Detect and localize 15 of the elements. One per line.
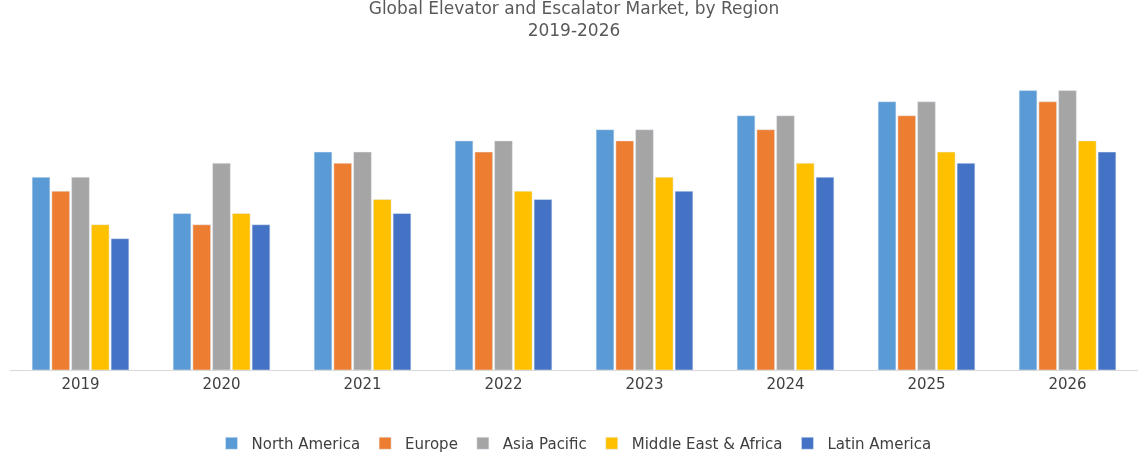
x-tick-label: 2026 [1048, 375, 1087, 393]
legend-label: Middle East & Africa [631, 435, 783, 454]
chart-subtitle: 2019-2026 [527, 20, 621, 41]
x-tick-label: 2019 [61, 375, 100, 393]
x-tick-label: 2025 [907, 375, 946, 393]
x-tick-label: 2020 [202, 375, 241, 393]
x-tick-label: 2022 [484, 375, 523, 393]
legend-label: Asia Pacific [502, 435, 587, 454]
legend-label: North America [251, 435, 361, 454]
x-tick-label: 2024 [766, 375, 805, 393]
x-tick-label: 2021 [343, 375, 382, 393]
legend-label: Europe [405, 435, 458, 454]
legend-label: Latin America [827, 435, 932, 454]
x-tick-label: 2023 [625, 375, 664, 393]
chart-title: Global Elevator and Escalator Market, by Region [368, 0, 780, 19]
